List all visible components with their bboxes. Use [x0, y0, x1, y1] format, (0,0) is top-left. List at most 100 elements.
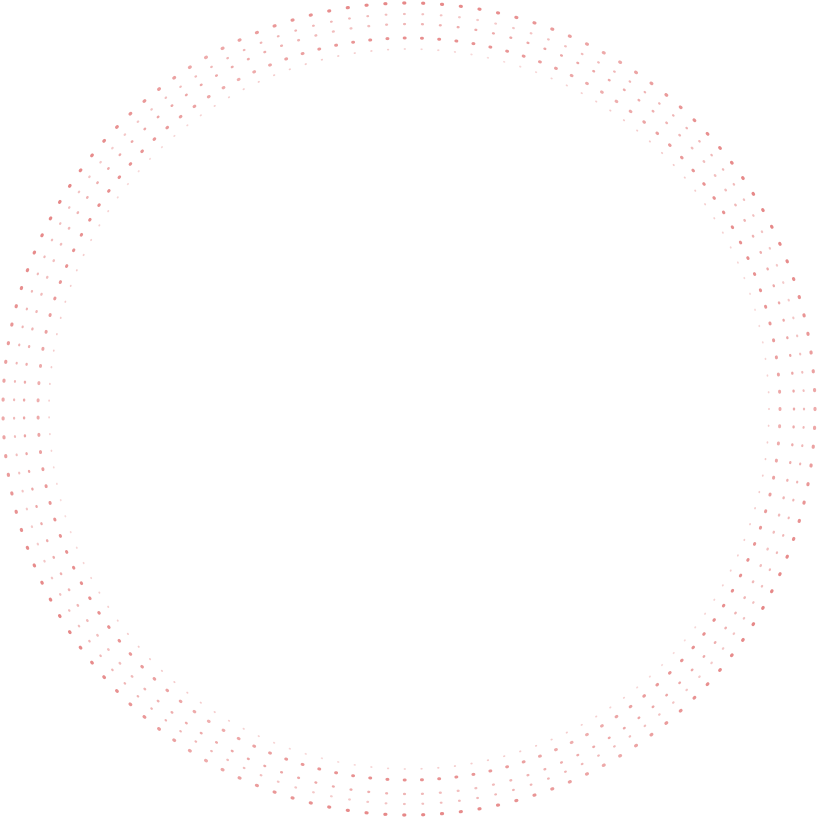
ring-dot — [215, 741, 218, 744]
ring-dot — [734, 203, 737, 207]
ring-dot — [99, 160, 102, 164]
ring-dot — [521, 760, 526, 764]
ring-dot — [471, 42, 476, 46]
ring-dot — [67, 588, 71, 592]
ring-dot — [766, 267, 769, 271]
ring-dot — [242, 48, 246, 52]
ring-dot — [580, 762, 584, 766]
ring-dot — [738, 573, 743, 578]
ring-dot — [680, 155, 684, 160]
ring-dot — [59, 316, 62, 320]
ring-dot — [564, 770, 567, 773]
ring-dot — [729, 569, 732, 572]
ring-dot — [486, 56, 490, 59]
ring-dot — [117, 175, 122, 179]
ring-dot — [437, 37, 442, 41]
ring-dot — [521, 54, 526, 58]
ring-dot — [609, 109, 612, 112]
ring-dot — [15, 453, 18, 457]
ring-dot — [308, 801, 313, 805]
ring-dot — [52, 466, 55, 469]
ring-dot — [160, 669, 164, 672]
ring-dot — [770, 224, 774, 229]
ring-dot — [96, 181, 99, 185]
ring-dot — [420, 778, 424, 782]
ring-dot — [636, 129, 639, 132]
ring-dot — [746, 256, 750, 260]
ring-dot — [237, 38, 242, 42]
ring-dot — [178, 699, 183, 704]
ring-dot — [173, 134, 176, 137]
ring-dot — [290, 18, 295, 22]
ring-dot — [107, 625, 111, 629]
ring-dot — [758, 490, 761, 494]
ring-dot — [785, 554, 789, 559]
ring-dot — [6, 472, 10, 477]
ring-dot — [614, 714, 619, 719]
ring-dot — [550, 77, 553, 80]
ring-dot — [569, 73, 574, 78]
ring-dot — [761, 341, 764, 344]
ring-dot — [614, 99, 619, 104]
ring-dot — [649, 81, 654, 86]
ring-dot — [149, 658, 152, 661]
ring-dot — [386, 48, 390, 51]
ring-dot — [107, 605, 110, 608]
ring-dot — [65, 264, 69, 268]
ring-dot — [210, 749, 213, 753]
ring-dot — [4, 454, 8, 459]
ring-dot — [698, 675, 701, 678]
ring-dot — [18, 343, 21, 347]
ring-dot — [402, 802, 406, 806]
ring-dot — [698, 140, 701, 143]
ring-dot — [43, 255, 46, 259]
ring-dot — [59, 593, 62, 596]
ring-dot — [678, 681, 682, 685]
ring-dot — [704, 612, 707, 615]
ring-dot — [768, 568, 772, 572]
ring-dot — [420, 767, 423, 770]
ring-dot — [351, 774, 356, 778]
ring-dot — [59, 222, 62, 225]
ring-dot — [789, 353, 792, 357]
ring-dot — [304, 752, 307, 755]
ring-dot — [111, 146, 114, 150]
ring-dot — [312, 791, 315, 794]
ring-dot — [477, 7, 482, 11]
ring-dot — [767, 424, 770, 427]
ring-dot — [439, 14, 443, 17]
ring-dot — [263, 764, 267, 768]
ring-dot — [107, 648, 110, 651]
ring-dot — [529, 783, 533, 786]
ring-dot — [199, 731, 203, 735]
ring-dot — [35, 504, 38, 509]
ring-dot — [454, 775, 459, 779]
ring-dot — [59, 572, 63, 576]
ring-dot — [802, 313, 806, 318]
ring-dot — [664, 721, 669, 725]
ring-dot — [532, 21, 537, 25]
ring-dot — [758, 525, 763, 530]
ring-dot — [634, 70, 638, 75]
ring-dot — [721, 647, 725, 650]
ring-dot — [107, 210, 110, 213]
ring-dot — [797, 518, 801, 523]
ring-dot — [595, 715, 598, 718]
ring-dot — [137, 170, 140, 173]
ring-dot — [27, 345, 31, 349]
ring-dot — [637, 98, 641, 102]
ring-dot — [438, 24, 442, 27]
ring-dot — [257, 735, 260, 738]
ring-dot — [364, 3, 369, 7]
ring-dot — [437, 766, 440, 769]
ring-dot — [179, 730, 182, 733]
ring-dot — [329, 795, 333, 798]
ring-dot — [170, 711, 174, 714]
ring-dot — [320, 757, 324, 760]
ring-dot — [53, 296, 57, 301]
ring-dot — [421, 802, 425, 805]
ring-dot — [364, 811, 369, 815]
ring-dot — [775, 263, 779, 267]
ring-dot — [786, 336, 789, 340]
